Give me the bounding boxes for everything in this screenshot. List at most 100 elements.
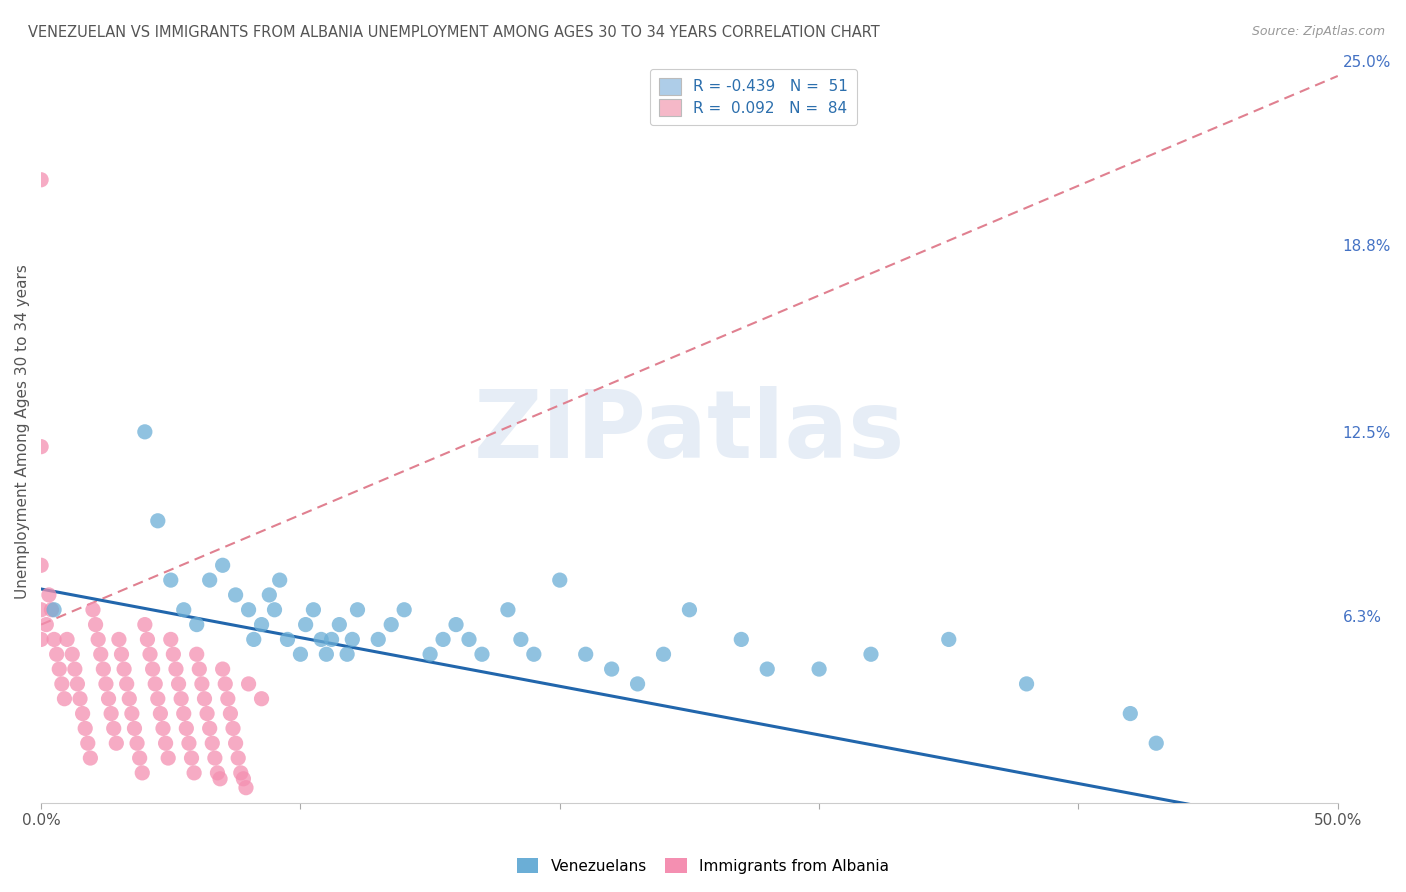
Point [269, 573, 291, 587]
Point [93, 662, 115, 676]
Point [259, 588, 281, 602]
Point [380, 617, 402, 632]
Point [225, 736, 247, 750]
Point [48, 662, 70, 676]
Point [290, 647, 312, 661]
Point [139, 647, 162, 661]
Point [211, 662, 233, 676]
Point [808, 662, 831, 676]
Point [35, 617, 58, 632]
Point [69, 691, 91, 706]
Point [128, 751, 150, 765]
Point [146, 514, 169, 528]
Point [756, 662, 779, 676]
Point [75, 722, 97, 736]
Point [30, 603, 52, 617]
Legend: Venezuelans, Immigrants from Albania: Venezuelans, Immigrants from Albania [510, 852, 896, 880]
Point [136, 632, 159, 647]
Point [38, 588, 60, 602]
Text: Source: ZipAtlas.com: Source: ZipAtlas.com [1251, 25, 1385, 38]
Point [1144, 736, 1167, 750]
Point [523, 647, 546, 661]
Point [157, 751, 180, 765]
Point [1015, 677, 1038, 691]
Point [496, 603, 519, 617]
Point [219, 706, 242, 721]
Point [180, 751, 202, 765]
Point [63, 662, 86, 676]
Point [276, 632, 298, 647]
Point [235, 780, 257, 795]
Point [250, 617, 273, 632]
Point [105, 736, 128, 750]
Point [309, 632, 332, 647]
Point [121, 706, 143, 721]
Point [217, 691, 239, 706]
Point [652, 647, 675, 661]
Point [209, 772, 232, 786]
Point [211, 558, 233, 573]
Point [42, 632, 65, 647]
Point [207, 765, 229, 780]
Point [198, 573, 221, 587]
Point [183, 765, 205, 780]
Point [149, 706, 172, 721]
Point [575, 647, 598, 661]
Point [155, 736, 177, 750]
Point [131, 765, 153, 780]
Point [42, 603, 65, 617]
Point [165, 662, 187, 676]
Point [186, 617, 208, 632]
Point [432, 632, 454, 647]
Point [97, 691, 120, 706]
Point [103, 722, 125, 736]
Point [60, 647, 83, 661]
Point [142, 662, 165, 676]
Point [193, 691, 215, 706]
Point [419, 647, 441, 661]
Point [229, 765, 252, 780]
Point [222, 722, 245, 736]
Point [146, 691, 169, 706]
Point [471, 647, 494, 661]
Point [30, 173, 52, 187]
Point [170, 691, 193, 706]
Point [626, 677, 648, 691]
Point [238, 677, 260, 691]
Point [173, 706, 195, 721]
Text: VENEZUELAN VS IMMIGRANTS FROM ALBANIA UNEMPLOYMENT AMONG AGES 30 TO 34 YEARS COR: VENEZUELAN VS IMMIGRANTS FROM ALBANIA UN… [28, 25, 880, 40]
Point [204, 751, 226, 765]
Point [56, 632, 79, 647]
Point [214, 677, 236, 691]
Point [45, 647, 67, 661]
Point [173, 603, 195, 617]
Point [118, 691, 141, 706]
Point [730, 632, 752, 647]
Point [53, 691, 76, 706]
Y-axis label: Unemployment Among Ages 30 to 34 years: Unemployment Among Ages 30 to 34 years [15, 264, 30, 599]
Point [186, 647, 208, 661]
Point [72, 706, 94, 721]
Point [600, 662, 623, 676]
Point [94, 677, 117, 691]
Point [302, 603, 325, 617]
Point [110, 647, 132, 661]
Point [100, 706, 122, 721]
Point [678, 603, 700, 617]
Point [242, 632, 264, 647]
Point [201, 736, 224, 750]
Point [225, 588, 247, 602]
Point [342, 632, 364, 647]
Point [143, 677, 166, 691]
Point [162, 647, 184, 661]
Point [859, 647, 882, 661]
Point [41, 603, 63, 617]
Point [938, 632, 960, 647]
Point [188, 662, 211, 676]
Point [548, 573, 571, 587]
Point [87, 632, 110, 647]
Point [346, 603, 368, 617]
Point [124, 722, 146, 736]
Point [232, 772, 254, 786]
Point [152, 722, 174, 736]
